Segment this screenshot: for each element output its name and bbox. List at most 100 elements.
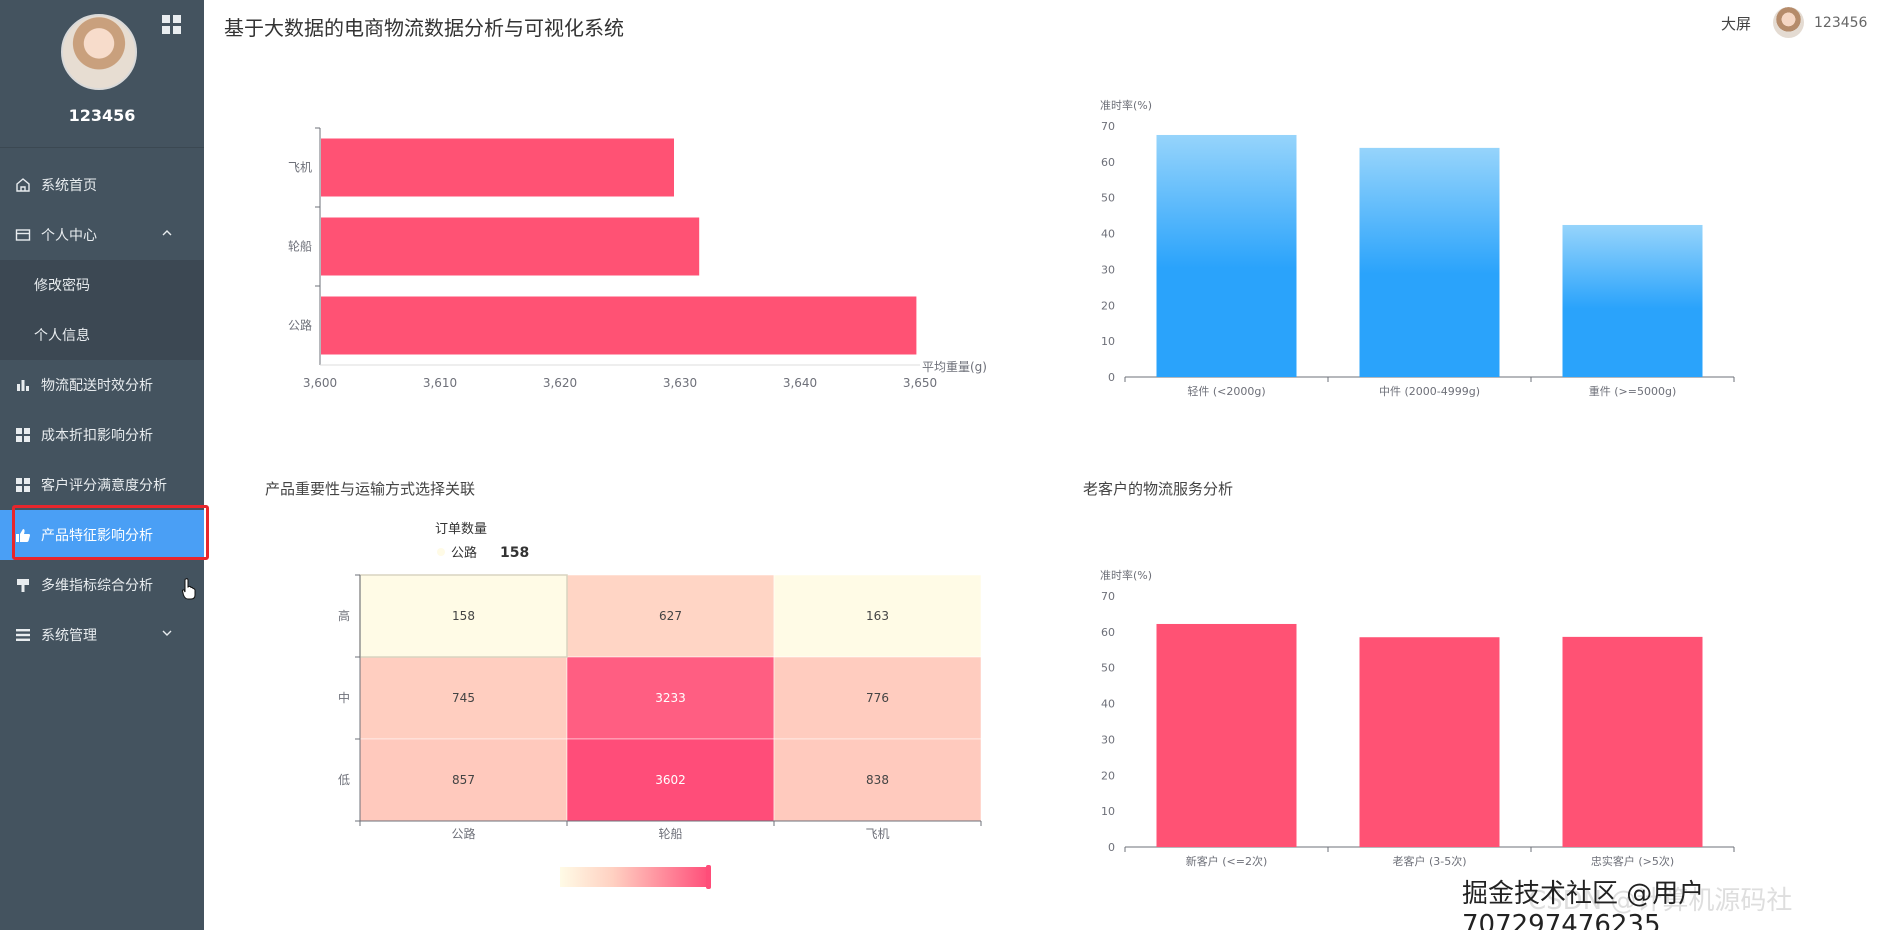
sidebar-item-multi-index-analysis[interactable]: 多维指标综合分析 bbox=[0, 560, 204, 610]
y-tick-label: 0 bbox=[1108, 841, 1115, 854]
x-tick-label: 轮船 bbox=[658, 827, 682, 841]
heatmap-cell bbox=[566, 656, 775, 740]
sidebar-item-label: 修改密码 bbox=[34, 278, 90, 294]
sidebar-item-personal-center[interactable]: 个人中心 bbox=[0, 210, 204, 260]
sidebar-item-label: 个人中心 bbox=[41, 228, 97, 244]
thumbs-up-icon bbox=[15, 527, 31, 543]
sidebar-item-label: 系统管理 bbox=[41, 628, 97, 644]
x-tick-label: 3,600 bbox=[303, 376, 337, 390]
bar-chart-icon bbox=[15, 377, 31, 393]
tooltip-value: 158 bbox=[500, 545, 529, 561]
sidebar-item-rating-analysis[interactable]: 客户评分满意度分析 bbox=[0, 460, 204, 510]
x-axis-label: 平均重量(g) bbox=[922, 360, 987, 374]
bar bbox=[1156, 134, 1297, 377]
heatmap-title: 产品重要性与运输方式选择关联 bbox=[265, 480, 476, 498]
sidebar-item-label: 多维指标综合分析 bbox=[41, 578, 153, 594]
cell-label: 857 bbox=[452, 773, 475, 787]
x-tick-label: 重件 (>=5000g) bbox=[1589, 384, 1677, 398]
x-tick-label: 老客户 (3-5次) bbox=[1392, 854, 1466, 868]
y-tick-label: 高 bbox=[338, 608, 350, 623]
sidebar-item-label: 客户评分满意度分析 bbox=[41, 478, 167, 494]
sidebar-item-label: 物流配送时效分析 bbox=[41, 378, 153, 394]
sidebar-menu: 系统首页 个人中心 修改密码 个人信息 物流配送时效分析 bbox=[0, 160, 204, 660]
chevron-up-icon[interactable] bbox=[162, 228, 172, 238]
y-tick-label: 公路 bbox=[288, 318, 312, 333]
sidebar-item-cost-analysis[interactable]: 成本折扣影响分析 bbox=[0, 410, 204, 460]
brush-icon bbox=[15, 577, 31, 593]
customer-service-chart: 准时率(%) 0 10 20 30 40 50 60 70 新客户 (<=2次) 老客户 (3-5次… bbox=[1100, 568, 1735, 868]
x-tick-label: 3,650 bbox=[903, 376, 937, 390]
x-tick-label: 3,620 bbox=[543, 376, 577, 390]
home-icon bbox=[15, 177, 31, 193]
page-title: 基于大数据的电商物流数据分析与可视化系统 bbox=[224, 16, 624, 40]
grid-icon bbox=[15, 427, 31, 443]
y-tick-label: 70 bbox=[1101, 120, 1115, 133]
user-avatar[interactable] bbox=[1773, 7, 1804, 38]
y-tick-label: 60 bbox=[1101, 156, 1115, 169]
cell-label: 776 bbox=[866, 691, 889, 705]
y-tick-label: 飞机 bbox=[288, 161, 312, 175]
sidebar-username: 123456 bbox=[68, 106, 136, 125]
y-tick-label: 10 bbox=[1101, 335, 1115, 348]
bar bbox=[1562, 224, 1703, 377]
tooltip-title: 订单数量 bbox=[435, 522, 487, 537]
x-tick-label: 轻件 (<2000g) bbox=[1187, 384, 1265, 398]
cell-label: 158 bbox=[452, 609, 475, 623]
y-axis-label: 准时率(%) bbox=[1100, 98, 1152, 112]
y-tick-label: 10 bbox=[1101, 805, 1115, 818]
sidebar-item-label: 产品特征影响分析 bbox=[41, 528, 153, 544]
sidebar-item-personal-info[interactable]: 个人信息 bbox=[0, 310, 204, 360]
cell-label: 838 bbox=[866, 773, 889, 787]
bar bbox=[1156, 623, 1297, 847]
y-tick-label: 20 bbox=[1101, 769, 1115, 782]
list-icon bbox=[15, 627, 31, 643]
y-tick-label: 70 bbox=[1101, 590, 1115, 603]
sidebar-item-change-password[interactable]: 修改密码 bbox=[0, 260, 204, 310]
x-tick-label: 忠实客户 (>5次) bbox=[1591, 854, 1674, 868]
sidebar-item-delivery-analysis[interactable]: 物流配送时效分析 bbox=[0, 360, 204, 410]
heatmap-cell bbox=[773, 574, 982, 658]
bar bbox=[321, 217, 700, 276]
header: 基于大数据的电商物流数据分析与可视化系统 大屏 123456 bbox=[204, 0, 1891, 50]
x-tick-label: 飞机 bbox=[865, 827, 889, 841]
y-tick-label: 50 bbox=[1101, 662, 1115, 675]
big-screen-link[interactable]: 大屏 bbox=[1721, 15, 1752, 33]
y-tick-label: 轮船 bbox=[288, 240, 312, 254]
x-tick-label: 中件 (2000-4999g) bbox=[1379, 385, 1480, 398]
y-tick-label: 低 bbox=[338, 773, 350, 787]
x-tick-label: 新客户 (<=2次) bbox=[1186, 854, 1268, 868]
chevron-down-icon[interactable] bbox=[162, 628, 172, 638]
sidebar-item-label: 个人信息 bbox=[34, 328, 90, 344]
y-tick-label: 0 bbox=[1108, 371, 1115, 384]
sidebar-item-home[interactable]: 系统首页 bbox=[0, 160, 204, 210]
x-tick-label: 公路 bbox=[451, 826, 475, 841]
cell-label: 627 bbox=[659, 609, 682, 623]
heatmap-cell bbox=[359, 738, 568, 822]
tooltip-series: 公路 bbox=[451, 545, 477, 561]
bar bbox=[1359, 637, 1500, 847]
cell-label: 163 bbox=[866, 609, 889, 623]
header-username[interactable]: 123456 bbox=[1814, 15, 1868, 31]
x-tick-label: 3,640 bbox=[783, 376, 817, 390]
heatmap-cell bbox=[773, 656, 982, 740]
avatar[interactable] bbox=[61, 14, 137, 90]
cell-label: 745 bbox=[452, 691, 475, 705]
y-tick-label: 60 bbox=[1101, 626, 1115, 639]
sidebar-item-product-analysis[interactable]: 产品特征影响分析 bbox=[0, 510, 204, 560]
sidebar-item-system-management[interactable]: 系统管理 bbox=[0, 610, 204, 660]
customer-chart-title: 老客户的物流服务分析 bbox=[1083, 480, 1234, 498]
sidebar-item-label: 成本折扣影响分析 bbox=[41, 428, 153, 444]
y-tick-label: 中 bbox=[338, 690, 350, 705]
y-tick-label: 30 bbox=[1101, 263, 1115, 276]
card-icon bbox=[15, 227, 31, 243]
heatmap-cell bbox=[773, 738, 982, 822]
watermark: 掘金技术社区 @用户707297476235 bbox=[1462, 879, 1705, 930]
bar bbox=[1562, 636, 1703, 847]
grid-icon[interactable] bbox=[162, 15, 182, 35]
hand-cursor-icon bbox=[182, 578, 196, 600]
sidebar: 123456 系统首页 个人中心 修改密码 个人信息 bbox=[0, 0, 204, 930]
x-tick-label: 3,610 bbox=[423, 376, 457, 390]
ontime-by-weight-chart: 准时率(%) 0 10 20 30 40 50 60 70 轻件 (<2000g) 中件 (2000… bbox=[1100, 98, 1735, 398]
